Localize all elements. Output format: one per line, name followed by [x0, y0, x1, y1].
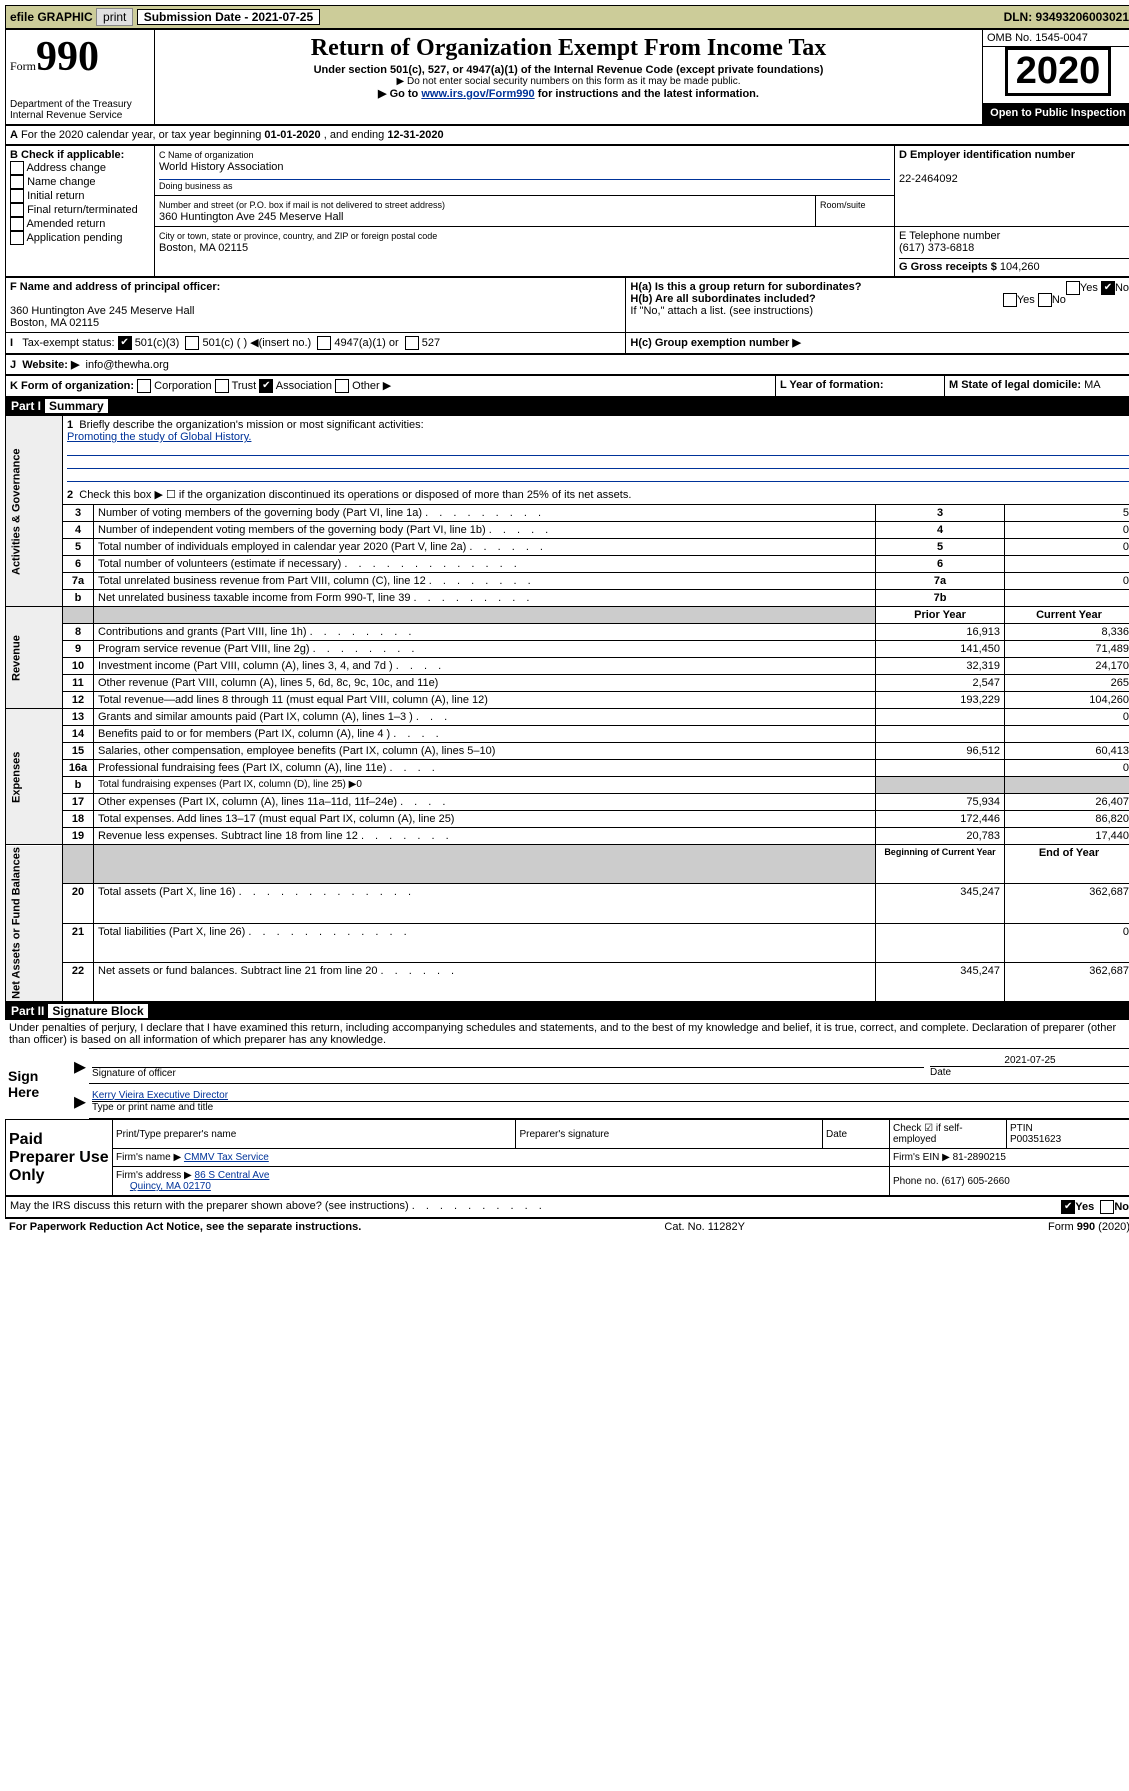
website: info@thewha.org: [86, 359, 169, 371]
officer-address: 360 Huntington Ave 245 Meserve Hall Bost…: [10, 305, 194, 329]
print-button[interactable]: print: [96, 8, 133, 26]
instructions-link[interactable]: www.irs.gov/Form990: [421, 88, 534, 100]
sig-date: 2021-07-25: [930, 1055, 1129, 1066]
ein: 22-2464092: [899, 173, 958, 185]
hb-no[interactable]: [1038, 293, 1052, 307]
box-m-label: M State of legal domicile:: [949, 379, 1081, 391]
col-prior: Prior Year: [876, 607, 1005, 624]
submission-label: Submission Date -: [144, 10, 249, 24]
dept-label: Department of the Treasury Internal Reve…: [10, 99, 150, 121]
city-state-zip: Boston, MA 02115: [159, 242, 248, 254]
paid-preparer-label: Paid Preparer Use Only: [6, 1120, 113, 1196]
box-d-label: D Employer identification number: [899, 149, 1075, 161]
submission-date: 2021-07-25: [252, 10, 313, 24]
addr-change-check[interactable]: [10, 161, 24, 175]
tax-year: 2020: [1005, 47, 1112, 96]
box-hc: H(c) Group exemption number ▶: [630, 337, 800, 349]
officer-name: Kerry Vieira Executive Director: [92, 1090, 228, 1101]
sign-here-label: Sign Here: [5, 1049, 71, 1119]
side-revenue: Revenue: [6, 607, 63, 709]
discuss-question: May the IRS discuss this return with the…: [10, 1200, 409, 1212]
firm-phone: (617) 605-2660: [941, 1176, 1009, 1187]
omb-number: OMB No. 1545-0047: [983, 30, 1129, 47]
app-pending-check[interactable]: [10, 231, 24, 245]
box-l: L Year of formation:: [780, 379, 884, 391]
ha-yes[interactable]: [1066, 281, 1080, 295]
telephone: (617) 373-6818: [899, 242, 974, 254]
gross-receipts: 104,260: [1000, 261, 1040, 273]
col-begin: Beginning of Current Year: [876, 845, 1005, 884]
firm-address: 86 S Central Ave: [195, 1170, 270, 1181]
amended-check[interactable]: [10, 217, 24, 231]
box-e-label: E Telephone number: [899, 230, 1000, 242]
box-ha: H(a) Is this a group return for subordin…: [630, 281, 861, 293]
top-bar: efile GRAPHIC print Submission Date - 20…: [5, 5, 1129, 29]
firm-ein: 81-2890215: [953, 1152, 1006, 1163]
form-label: Form: [10, 59, 36, 73]
hb-yes[interactable]: [1003, 293, 1017, 307]
discuss-no[interactable]: [1100, 1200, 1114, 1214]
initial-return-check[interactable]: [10, 189, 24, 203]
dln: DLN: 93493206003021: [1004, 10, 1129, 24]
open-public-badge: Open to Public Inspection: [983, 104, 1129, 125]
side-expenses: Expenses: [6, 709, 63, 845]
mission: Promoting the study of Global History.: [67, 431, 251, 443]
website-row: J Website: ▶ info@thewha.org: [6, 355, 1129, 375]
form-subtitle: Under section 501(c), 527, or 4947(a)(1)…: [159, 64, 978, 76]
form-number: 990: [36, 34, 99, 80]
note-ssn: Do not enter social security numbers on …: [407, 76, 740, 87]
box-b-label: B Check if applicable:: [10, 149, 124, 161]
paperwork-notice: For Paperwork Reduction Act Notice, see …: [9, 1221, 361, 1233]
box-c-label: C Name of organization: [159, 150, 254, 160]
part1-header: Part ISummary: [5, 397, 1129, 415]
box-hb: H(b) Are all subordinates included?: [630, 293, 815, 305]
q2: Check this box ▶ ☐ if the organization d…: [79, 489, 631, 501]
col-current: Current Year: [1005, 607, 1129, 624]
final-return-check[interactable]: [10, 203, 24, 217]
org-name: World History Association: [159, 161, 284, 173]
ha-no[interactable]: [1101, 281, 1115, 295]
footer: For Paperwork Reduction Act Notice, see …: [5, 1218, 1129, 1235]
ptin: P00351623: [1010, 1134, 1061, 1145]
box-g-label: G Gross receipts $: [899, 261, 997, 273]
col-end: End of Year: [1005, 845, 1129, 884]
box-f-label: F Name and address of principal officer:: [10, 281, 220, 293]
501c3-check[interactable]: [118, 336, 132, 350]
association-check[interactable]: [259, 379, 273, 393]
side-governance: Activities & Governance: [6, 416, 63, 607]
cat-no: Cat. No. 11282Y: [664, 1221, 745, 1233]
tax-period: A For the 2020 calendar year, or tax yea…: [6, 126, 1129, 145]
form-header: Form990 Department of the Treasury Inter…: [5, 29, 1129, 125]
perjury-declaration: Under penalties of perjury, I declare th…: [5, 1020, 1129, 1048]
discuss-yes[interactable]: [1061, 1200, 1075, 1214]
form-title: Return of Organization Exempt From Incom…: [159, 35, 978, 62]
efile-label: efile GRAPHIC: [10, 10, 93, 24]
street-address: 360 Huntington Ave 245 Meserve Hall: [159, 211, 343, 223]
name-change-check[interactable]: [10, 175, 24, 189]
q1: Briefly describe the organization's miss…: [79, 419, 423, 431]
firm-name: CMMV Tax Service: [184, 1152, 269, 1163]
part2-header: Part IISignature Block: [5, 1002, 1129, 1020]
side-net-assets: Net Assets or Fund Balances: [6, 845, 63, 1002]
domicile-state: MA: [1084, 379, 1101, 391]
